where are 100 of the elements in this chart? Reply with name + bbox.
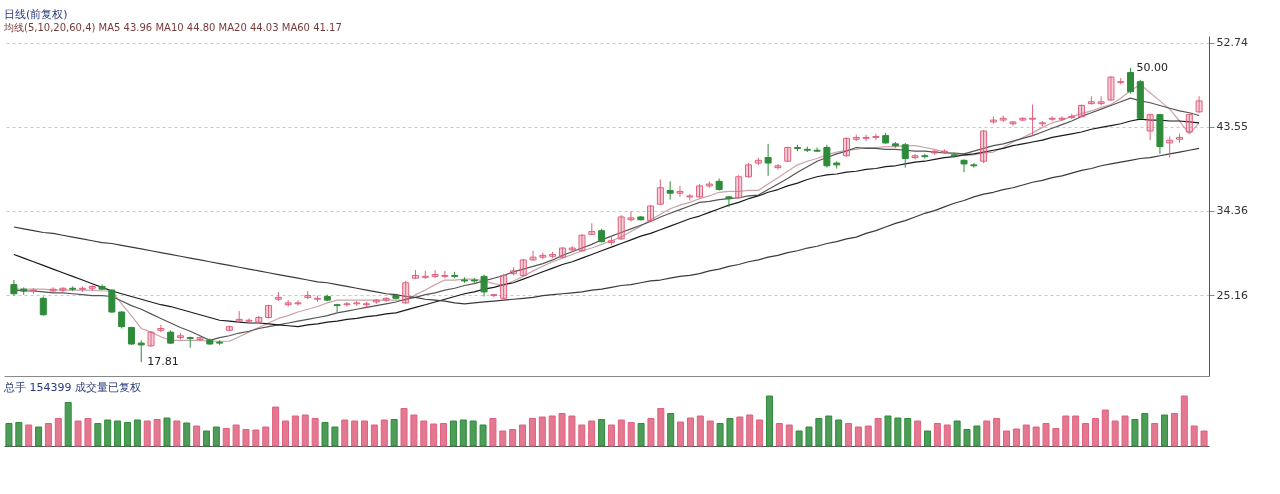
chart-subtitle: 均线(5,10,20,60,4) MA5 43.96 MA10 44.80 MA20 44.03 MA60 41.17 [3, 22, 342, 33]
candlestick [901, 142, 909, 169]
bar [568, 415, 576, 447]
candlestick [705, 180, 713, 189]
bar [963, 429, 971, 447]
bar [983, 420, 991, 447]
bar [736, 416, 744, 447]
bar [311, 418, 319, 447]
bar [420, 420, 428, 447]
bar [15, 422, 23, 447]
candlestick [255, 315, 263, 324]
candlestick [989, 115, 997, 125]
bar [1091, 418, 1099, 447]
bar [193, 425, 201, 447]
bar [370, 424, 378, 447]
bar [459, 419, 467, 447]
bar [1003, 430, 1011, 447]
bar [1072, 415, 1080, 447]
bar [874, 418, 882, 447]
bar [578, 424, 586, 447]
bar [805, 426, 813, 447]
bar [430, 423, 438, 447]
candlestick [1117, 77, 1125, 85]
bar [924, 430, 931, 447]
bar [815, 418, 823, 447]
bar [588, 420, 596, 447]
bar [835, 419, 843, 447]
candlestick [441, 270, 449, 279]
bar [894, 417, 902, 447]
bar [143, 420, 151, 447]
bar [282, 420, 289, 447]
bar [321, 422, 329, 447]
candlestick [1127, 67, 1135, 95]
candlestick [764, 143, 772, 177]
candlestick [1146, 113, 1154, 141]
candlestick [274, 291, 282, 302]
candlestick [1185, 113, 1193, 134]
candlestick [774, 163, 782, 170]
candlestick [578, 233, 586, 253]
candlestick [999, 115, 1007, 123]
bar [854, 426, 862, 447]
candlestick [29, 287, 37, 295]
bar [528, 418, 536, 447]
bar [361, 420, 369, 447]
bar [410, 414, 418, 447]
candlestick [39, 295, 47, 317]
candlestick [823, 144, 831, 169]
bar [114, 420, 122, 447]
bar [637, 423, 645, 447]
y-tick-label: 52.74 [1216, 36, 1248, 50]
bar [716, 423, 724, 447]
bar [84, 418, 92, 447]
bar [163, 417, 171, 447]
candlestick [372, 298, 380, 305]
candlestick [1107, 75, 1115, 102]
candlestick [519, 258, 527, 277]
bar [123, 422, 131, 447]
bar [657, 408, 665, 447]
candlestick [78, 285, 86, 293]
candlestick [490, 293, 498, 298]
candlestick [363, 301, 371, 308]
bar [291, 415, 299, 447]
bar [301, 414, 309, 447]
bar [1131, 419, 1139, 447]
candlestick [656, 178, 664, 206]
bar [1190, 425, 1198, 447]
candlestick [607, 235, 615, 246]
bar [1180, 395, 1188, 447]
candlestick [88, 285, 96, 292]
bar [1022, 424, 1030, 447]
bar [242, 429, 250, 447]
candlestick [960, 158, 968, 173]
candlestick [754, 157, 762, 166]
candlestick [265, 304, 273, 319]
candlestick [862, 134, 870, 142]
candlestick [480, 274, 488, 297]
bar [726, 418, 734, 447]
candlestick [412, 269, 419, 280]
candlestick [686, 193, 694, 202]
y-tick-label: 25.16 [1216, 288, 1248, 302]
candlestick [911, 153, 919, 160]
y-tick-label: 43.55 [1216, 120, 1248, 134]
candlestick [676, 185, 684, 198]
candlestick [1176, 133, 1184, 144]
candlestick [539, 252, 547, 260]
bar [627, 422, 635, 447]
candlestick [147, 330, 155, 348]
line-series [13, 147, 1200, 305]
candlestick [225, 325, 233, 332]
bar [5, 423, 13, 447]
candlestick [431, 269, 439, 279]
bar [1012, 428, 1020, 447]
candlestick [1087, 95, 1095, 106]
candlestick [59, 286, 67, 294]
bar [1101, 409, 1109, 447]
candlestick [1038, 120, 1046, 127]
candlestick [245, 317, 253, 325]
bar [104, 419, 112, 447]
bar [607, 424, 615, 447]
candlestick [568, 245, 576, 253]
